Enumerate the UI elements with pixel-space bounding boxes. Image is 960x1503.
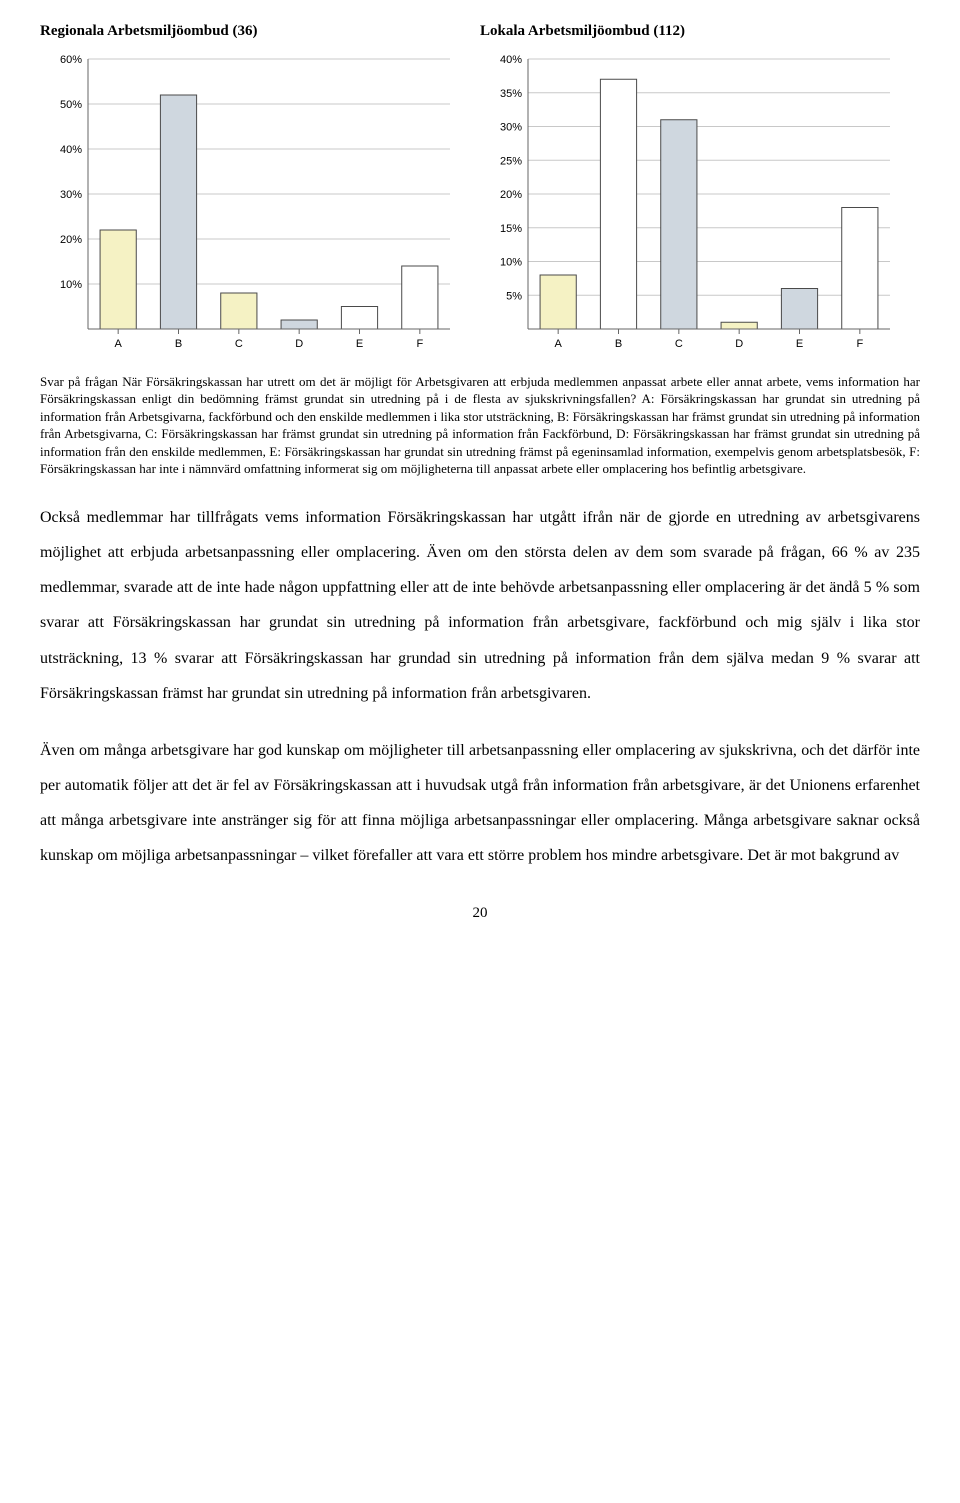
svg-text:10%: 10% xyxy=(500,256,522,268)
svg-text:D: D xyxy=(735,338,743,350)
svg-text:F: F xyxy=(856,338,863,350)
svg-text:20%: 20% xyxy=(60,234,82,246)
svg-text:40%: 40% xyxy=(60,144,82,156)
svg-text:A: A xyxy=(554,338,562,350)
figure-caption: Svar på frågan När Försäkringskassan har… xyxy=(40,373,920,478)
svg-text:C: C xyxy=(235,338,243,350)
charts-row: 10% 20% 30% 40% 50% 60% A B C D E F 5% 10% 15% 20% 25% 3… xyxy=(40,49,920,359)
svg-text:20%: 20% xyxy=(500,189,522,201)
svg-text:30%: 30% xyxy=(60,189,82,201)
svg-text:50%: 50% xyxy=(60,99,82,111)
chart-title-right: Lokala Arbetsmiljöombud (112) xyxy=(480,20,900,43)
svg-text:B: B xyxy=(615,338,622,350)
svg-text:F: F xyxy=(416,338,423,350)
svg-text:15%: 15% xyxy=(500,222,522,234)
body-paragraph-2: Även om många arbetsgivare har god kunsk… xyxy=(40,733,920,874)
svg-text:30%: 30% xyxy=(500,121,522,133)
chart-titles-row: Regionala Arbetsmiljöombud (36) Lokala A… xyxy=(40,20,920,43)
svg-text:C: C xyxy=(675,338,683,350)
svg-text:10%: 10% xyxy=(60,279,82,291)
chart-left: 10% 20% 30% 40% 50% 60% A B C D E F xyxy=(40,49,460,359)
body-paragraph-1: Också medlemmar har tillfrågats vems inf… xyxy=(40,500,920,711)
svg-text:E: E xyxy=(356,338,363,350)
svg-text:60%: 60% xyxy=(60,54,82,66)
svg-text:D: D xyxy=(295,338,303,350)
svg-text:B: B xyxy=(175,338,182,350)
page-number: 20 xyxy=(40,902,920,925)
svg-text:25%: 25% xyxy=(500,155,522,167)
chart-right: 5% 10% 15% 20% 25% 30% 35% 40% A B C D E F xyxy=(480,49,900,359)
svg-text:E: E xyxy=(796,338,803,350)
svg-text:A: A xyxy=(114,338,122,350)
svg-text:5%: 5% xyxy=(506,290,522,302)
chart-title-left: Regionala Arbetsmiljöombud (36) xyxy=(40,20,460,43)
svg-text:35%: 35% xyxy=(500,87,522,99)
svg-text:40%: 40% xyxy=(500,54,522,66)
